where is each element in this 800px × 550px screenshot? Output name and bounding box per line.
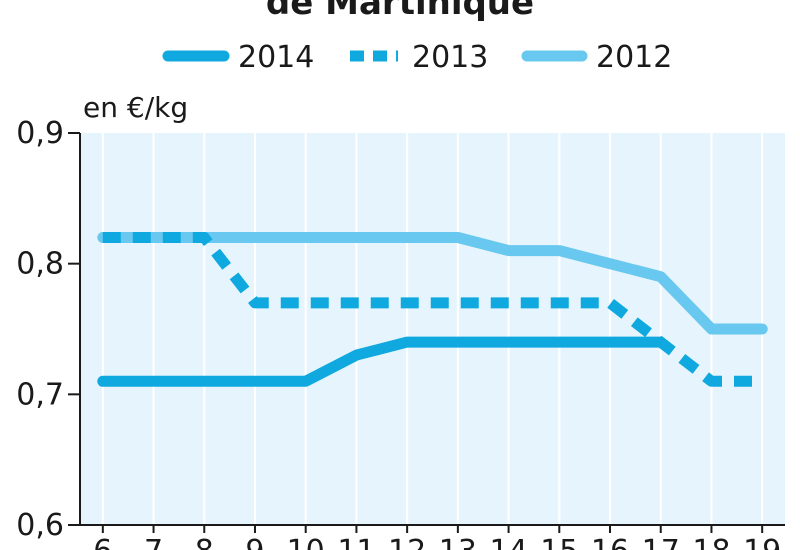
x-tick-label: 6 xyxy=(93,534,112,550)
y-tick-label: 0,9 xyxy=(16,116,64,151)
y-tick-label: 0,6 xyxy=(16,508,64,543)
legend-label-2014: 2014 xyxy=(238,40,314,75)
x-tick-label: 15 xyxy=(540,534,578,550)
tick-labels: 0,6 0,7 0,8 0,9 6 7 8 9 10 11 12 13 14 15 16 17 18 19 xyxy=(16,116,781,550)
x-tick-label: 19 xyxy=(743,534,781,550)
x-tick-label: 17 xyxy=(642,534,680,550)
x-tick-label: 13 xyxy=(439,534,477,550)
series-lines xyxy=(97,232,768,387)
x-tick-label: 9 xyxy=(245,534,264,550)
legend-label-2012: 2012 xyxy=(596,40,672,75)
x-tick-label: 18 xyxy=(692,534,730,550)
chart-title: de Martinique xyxy=(266,0,534,23)
x-tick-label: 12 xyxy=(388,534,426,550)
plot-area xyxy=(80,133,785,525)
x-tick-label: 16 xyxy=(591,534,629,550)
legend-label-2013: 2013 xyxy=(412,40,488,75)
x-tick-label: 7 xyxy=(144,534,163,550)
y-tick-label: 0,8 xyxy=(16,247,64,282)
x-tick-label: 11 xyxy=(337,534,375,550)
x-tick-label: 14 xyxy=(489,534,527,550)
x-tick-label: 10 xyxy=(287,534,325,550)
axes xyxy=(79,133,785,526)
series-line-2012 xyxy=(97,232,768,335)
x-tick-label: 8 xyxy=(195,534,214,550)
y-axis-unit-label: en €/kg xyxy=(83,91,188,124)
legend: 2014 2013 2012 xyxy=(162,40,672,75)
series-line-2014 xyxy=(97,336,667,387)
series-line-2013 xyxy=(102,232,763,387)
y-tick-label: 0,7 xyxy=(16,377,64,412)
